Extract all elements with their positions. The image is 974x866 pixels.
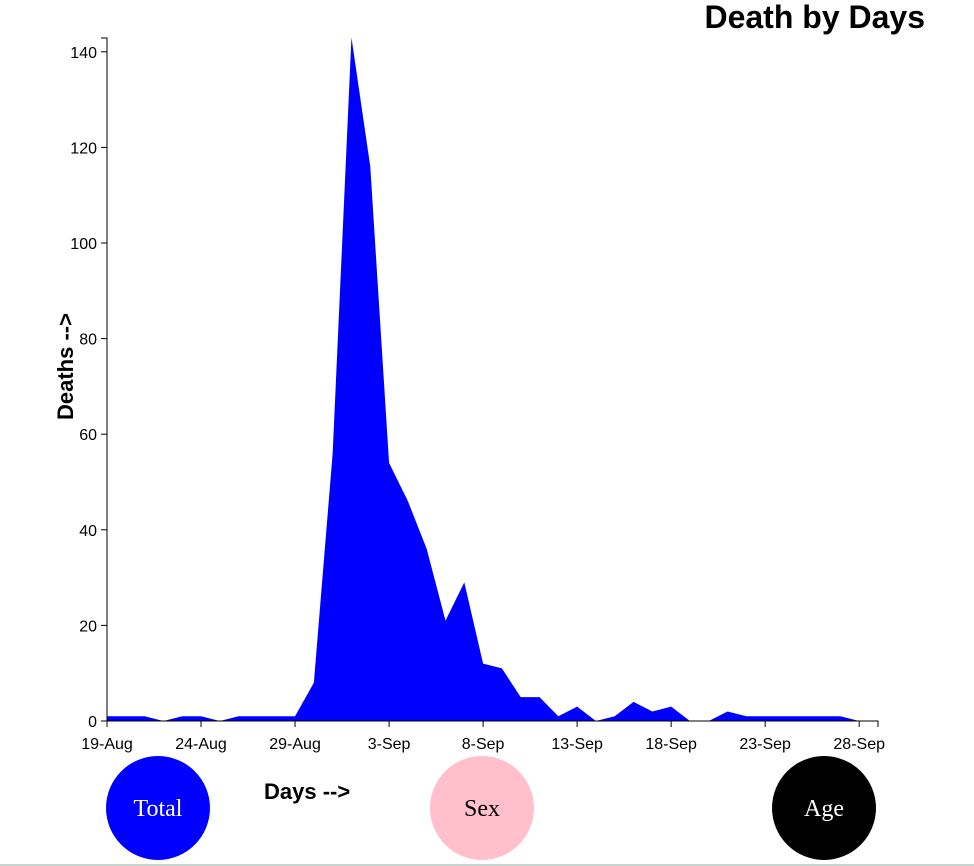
x-axis: 19-Aug 24-Aug 29-Aug 3-Sep 8-Sep 13-Sep 18-Sep… [81,720,885,753]
y-tick-label-100: 100 [70,236,97,253]
x-tick-label-8-Sep: 8-Sep [462,736,505,753]
deaths-area [107,37,878,721]
total-button-circle[interactable] [106,756,210,860]
y-tick-label-120: 120 [70,140,97,157]
x-tick-label-29-Aug: 29-Aug [269,736,321,753]
total-button-label[interactable]: Total [134,796,183,822]
y-tick-label-20: 20 [79,618,97,635]
age-button[interactable]: Age [772,756,876,860]
total-button[interactable]: Total [106,756,210,860]
y-axis-line [101,37,108,722]
x-axis-title: Days --> [264,779,350,804]
x-tick-label-18-Sep: 18-Sep [645,736,697,753]
x-tick-label-19-Aug: 19-Aug [81,736,133,753]
y-tick-label-80: 80 [79,332,97,349]
chart-title: Death by Days [704,0,925,35]
y-tick-label-140: 140 [70,45,97,62]
sex-button-label[interactable]: Sex [464,796,500,822]
age-button-circle[interactable] [772,756,876,860]
x-tick-label-13-Sep: 13-Sep [551,736,603,753]
x-tick-label-23-Sep: 23-Sep [739,736,791,753]
y-tick-label-60: 60 [79,427,97,444]
bottom-divider [0,864,974,866]
plot-area [107,37,878,721]
sex-button[interactable]: Sex [430,756,534,860]
x-tick-label-3-Sep: 3-Sep [368,736,411,753]
age-button-label[interactable]: Age [804,796,844,822]
y-axis-title: Deaths --> [53,313,78,420]
x-tick-label-24-Aug: 24-Aug [175,736,227,753]
y-tick-label-0: 0 [88,714,97,731]
sex-button-circle[interactable] [430,756,534,860]
x-axis-line [106,720,879,727]
x-tick-label-28-Sep: 28-Sep [833,736,885,753]
y-tick-label-40: 40 [79,523,97,540]
y-axis: 0 20 40 60 80 100 120 140 [70,37,108,731]
